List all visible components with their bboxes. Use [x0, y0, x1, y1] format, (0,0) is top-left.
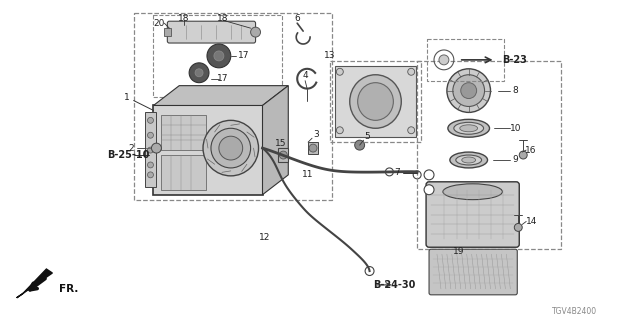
Text: 6: 6	[294, 14, 300, 23]
Circle shape	[214, 51, 224, 61]
Circle shape	[152, 143, 161, 153]
Ellipse shape	[456, 155, 481, 165]
Ellipse shape	[349, 75, 401, 128]
Text: 2: 2	[129, 144, 134, 153]
Ellipse shape	[450, 152, 488, 168]
Circle shape	[203, 120, 259, 176]
Text: B-24-30: B-24-30	[374, 280, 416, 290]
Circle shape	[453, 75, 484, 107]
Text: 17: 17	[238, 52, 250, 60]
Bar	[161, 155, 206, 190]
Bar	[330, 61, 421, 142]
Text: B-25-10: B-25-10	[107, 150, 149, 160]
Text: 19: 19	[453, 247, 465, 256]
Circle shape	[189, 63, 209, 83]
FancyBboxPatch shape	[429, 249, 517, 295]
Circle shape	[195, 69, 203, 77]
Text: 10: 10	[509, 124, 521, 133]
Text: 12: 12	[259, 233, 270, 242]
Bar	[417, 61, 561, 249]
Text: B-23: B-23	[502, 55, 527, 65]
FancyBboxPatch shape	[426, 182, 519, 247]
Circle shape	[147, 172, 154, 178]
Text: FR.: FR.	[60, 284, 79, 294]
Circle shape	[147, 147, 154, 153]
Ellipse shape	[460, 125, 477, 132]
Circle shape	[413, 171, 421, 179]
Circle shape	[519, 151, 527, 159]
Circle shape	[337, 68, 343, 75]
Bar	[145, 112, 156, 187]
Text: 5: 5	[365, 132, 371, 141]
Circle shape	[279, 151, 287, 159]
Circle shape	[147, 132, 154, 138]
Text: 18: 18	[217, 14, 228, 23]
Ellipse shape	[358, 83, 394, 120]
Circle shape	[365, 267, 374, 276]
Circle shape	[147, 162, 154, 168]
Text: 4: 4	[302, 71, 308, 80]
Text: 13: 13	[324, 52, 335, 60]
Circle shape	[408, 68, 415, 75]
FancyBboxPatch shape	[167, 21, 255, 43]
Circle shape	[385, 168, 394, 176]
Text: 8: 8	[513, 86, 518, 95]
Text: 15: 15	[275, 139, 286, 148]
Ellipse shape	[454, 122, 484, 134]
Circle shape	[211, 128, 251, 168]
Circle shape	[424, 170, 434, 180]
Circle shape	[147, 117, 154, 123]
Bar	[161, 116, 206, 150]
FancyBboxPatch shape	[154, 106, 262, 195]
Circle shape	[251, 27, 260, 37]
Text: 9: 9	[513, 156, 518, 164]
Text: 17: 17	[217, 74, 228, 83]
Bar	[335, 66, 416, 137]
Circle shape	[447, 69, 490, 112]
Circle shape	[424, 185, 434, 195]
Circle shape	[355, 140, 365, 150]
Circle shape	[219, 136, 243, 160]
Bar	[164, 28, 172, 36]
Polygon shape	[154, 86, 288, 106]
Bar	[427, 39, 504, 81]
Bar	[154, 15, 282, 97]
Text: 18: 18	[179, 14, 190, 23]
Ellipse shape	[443, 184, 502, 200]
Text: 1: 1	[124, 93, 129, 102]
Circle shape	[461, 83, 477, 99]
Text: 14: 14	[525, 217, 537, 226]
Circle shape	[515, 223, 522, 231]
Circle shape	[309, 144, 317, 152]
Text: TGV4B2400: TGV4B2400	[552, 307, 598, 316]
Circle shape	[408, 127, 415, 134]
Bar	[278, 148, 288, 162]
Bar	[308, 142, 318, 154]
Bar	[134, 13, 332, 200]
Text: 7: 7	[394, 168, 400, 177]
Polygon shape	[262, 86, 288, 195]
Text: 16: 16	[525, 146, 537, 155]
Text: 20: 20	[154, 19, 165, 28]
Circle shape	[207, 44, 231, 68]
Text: 3: 3	[313, 130, 319, 139]
Circle shape	[439, 55, 449, 65]
Text: 11: 11	[302, 170, 314, 180]
Ellipse shape	[448, 119, 490, 137]
Polygon shape	[17, 269, 52, 298]
Circle shape	[337, 127, 343, 134]
Ellipse shape	[461, 157, 476, 163]
